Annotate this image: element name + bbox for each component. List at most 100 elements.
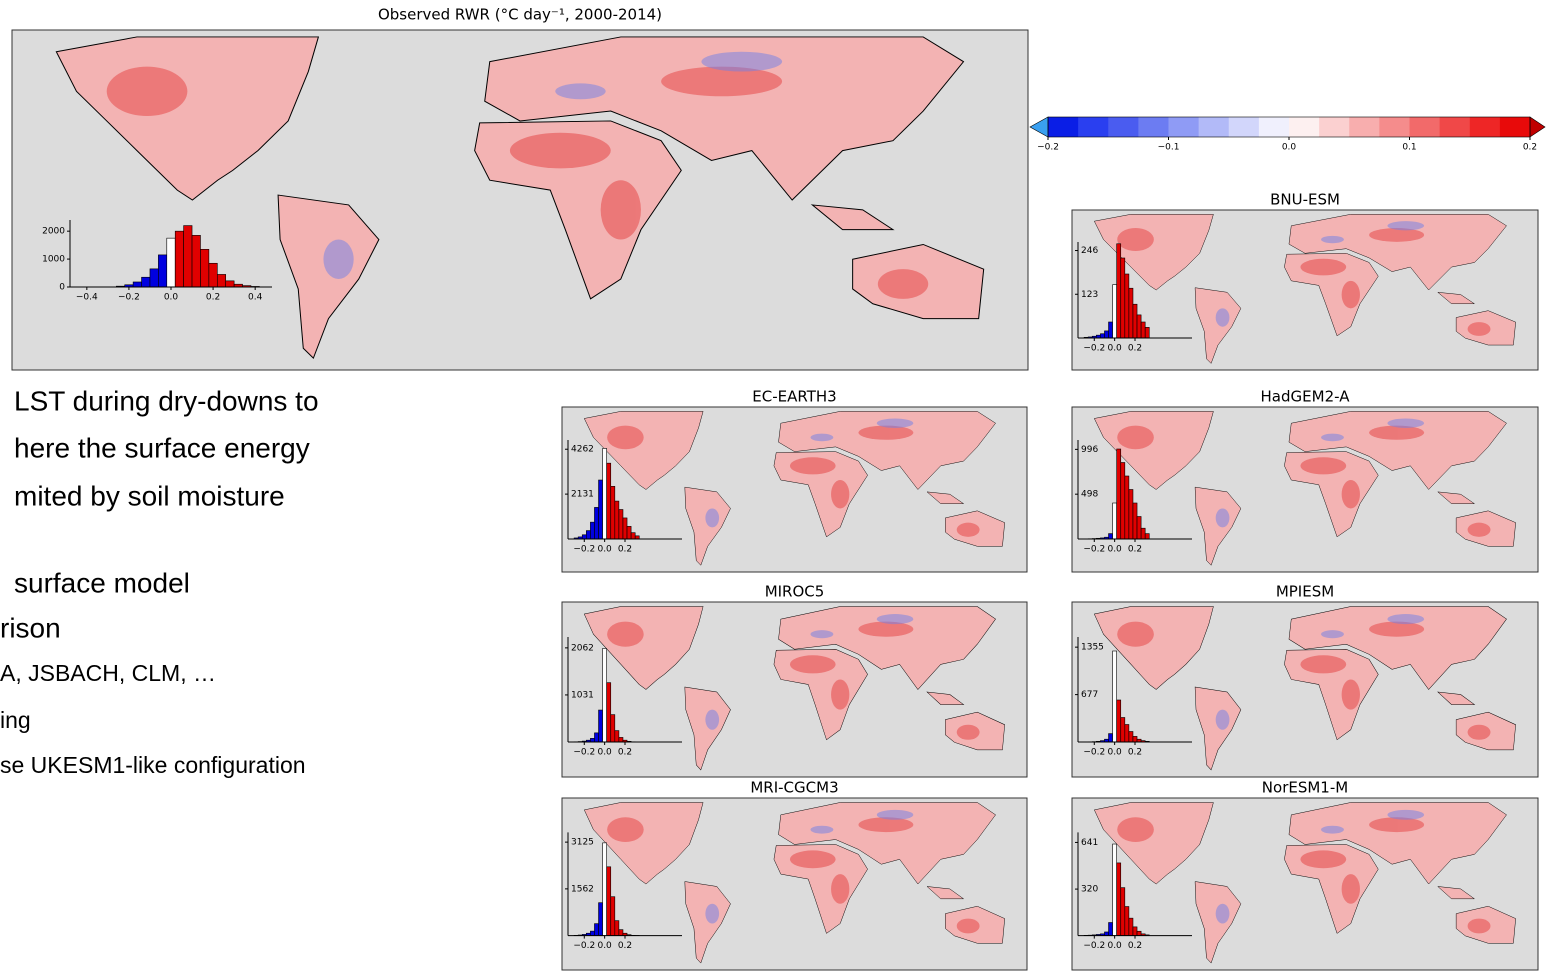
colorbar-segment xyxy=(1440,117,1471,137)
hist-bar xyxy=(1137,315,1141,338)
hist-bar xyxy=(200,249,208,287)
hist-bar xyxy=(1129,732,1133,743)
y-tick-label: 3125 xyxy=(571,838,594,848)
y-tick-label: 1000 xyxy=(42,255,65,265)
colorbar-segment xyxy=(1289,117,1320,137)
panel-title: EC-EARTH3 xyxy=(752,388,836,406)
y-tick-label: 4262 xyxy=(571,445,594,455)
slide: LST during dry-downs to here the surface … xyxy=(0,0,1549,978)
colorbar-extend xyxy=(1530,117,1545,137)
colorbar-segment xyxy=(1138,117,1169,137)
slide-text: surface model xyxy=(14,567,190,598)
hist-bar xyxy=(1125,725,1129,743)
hist-bar xyxy=(209,263,217,287)
colorbar-tick-label: −0.2 xyxy=(1037,143,1059,153)
hist-bar xyxy=(619,930,623,936)
hist-bar xyxy=(594,733,598,742)
hist-bar xyxy=(627,526,631,539)
x-tick-label: 0.2 xyxy=(1128,344,1142,354)
hist-bar xyxy=(590,931,594,935)
x-tick-label: 0.2 xyxy=(1128,748,1142,758)
colorbar-segment xyxy=(1108,117,1139,137)
colorbar-segment xyxy=(1470,117,1501,137)
y-tick-label: 320 xyxy=(1081,885,1098,895)
hist-bar xyxy=(615,501,619,539)
x-tick-label: 0.4 xyxy=(248,293,263,303)
y-tick-label: 1562 xyxy=(571,884,594,894)
hist-bar xyxy=(1145,327,1149,338)
hist-bar xyxy=(603,648,607,742)
hist-bar xyxy=(1129,918,1133,935)
x-tick-label: 0.0 xyxy=(1107,748,1122,758)
colorbar-tick-label: 0.1 xyxy=(1402,143,1416,153)
colorbar-segment xyxy=(1169,117,1200,137)
hist-bar xyxy=(1125,476,1129,539)
hist-bar xyxy=(607,463,611,539)
hist-bar xyxy=(594,924,598,936)
hist-bar xyxy=(631,533,635,539)
x-tick-label: 0.2 xyxy=(1128,545,1142,555)
panel-title: NorESM1-M xyxy=(1262,779,1348,797)
hist-bar xyxy=(1113,651,1117,742)
slide-text: se UKESM1-like configuration xyxy=(0,752,306,778)
hist-bar xyxy=(175,231,183,287)
hist-bar xyxy=(611,486,615,539)
hist-bar xyxy=(619,510,623,539)
panel-title: HadGEM2-A xyxy=(1261,388,1351,406)
hist-bar xyxy=(599,903,603,936)
colorbar-segment xyxy=(1259,117,1290,137)
hist-bar xyxy=(142,277,150,287)
colorbar-segment xyxy=(1078,117,1109,137)
hist-bar xyxy=(1141,322,1145,338)
hist-bar xyxy=(226,281,234,287)
y-tick-label: 996 xyxy=(1081,445,1098,455)
slide-text: LST during dry-downs to xyxy=(14,385,319,416)
x-tick-label: 0.0 xyxy=(597,545,612,555)
panel-title: MRI-CGCM3 xyxy=(750,779,838,797)
x-tick-label: −0.4 xyxy=(76,293,98,303)
x-tick-label: 0.0 xyxy=(597,748,612,758)
y-tick-label: 1031 xyxy=(571,690,594,700)
hist-bar xyxy=(611,715,615,742)
y-tick-label: 641 xyxy=(1081,838,1098,848)
hist-bar xyxy=(586,531,590,539)
hist-bar xyxy=(192,235,200,287)
hist-bar xyxy=(1133,927,1137,936)
hist-bar xyxy=(1121,463,1125,540)
x-tick-label: −0.2 xyxy=(1083,748,1105,758)
hist-bar xyxy=(1117,244,1121,338)
x-tick-label: −0.2 xyxy=(118,293,140,303)
x-tick-label: 0.0 xyxy=(1107,545,1122,555)
hist-bar xyxy=(1109,734,1113,742)
colorbar-segment xyxy=(1500,117,1531,137)
y-tick-label: 2131 xyxy=(571,490,594,500)
hist-bar xyxy=(1141,528,1145,539)
x-tick-label: −0.2 xyxy=(1083,344,1105,354)
hist-bar xyxy=(603,448,607,539)
y-tick-label: 498 xyxy=(1081,490,1098,500)
panel-title: BNU-ESM xyxy=(1270,191,1340,209)
hist-bar xyxy=(1100,334,1104,338)
hist-bar xyxy=(1113,844,1117,936)
hist-bar xyxy=(611,897,615,936)
x-tick-label: −0.2 xyxy=(573,748,595,758)
x-tick-label: −0.2 xyxy=(573,545,595,555)
panel-title: MPIESM xyxy=(1276,583,1334,601)
hist-bar xyxy=(1117,700,1121,742)
panel-title: Observed RWR (°C day⁻¹, 2000-2014) xyxy=(378,6,662,24)
y-tick-label: 2062 xyxy=(571,643,594,653)
hist-bar xyxy=(1121,718,1125,743)
hist-bar xyxy=(594,507,598,539)
y-tick-label: 123 xyxy=(1081,290,1098,300)
colorbar-segment xyxy=(1229,117,1260,137)
x-tick-label: 0.0 xyxy=(1107,344,1122,354)
hist-bar xyxy=(1137,517,1141,540)
hist-bar xyxy=(607,867,611,936)
x-tick-label: 0.2 xyxy=(618,941,632,951)
panel-title: MIROC5 xyxy=(765,583,825,601)
hist-bar xyxy=(184,226,192,287)
slide-text: here the surface energy xyxy=(14,432,310,463)
hist-bar xyxy=(615,731,619,742)
y-tick-label: 2000 xyxy=(42,227,65,237)
colorbar-segment xyxy=(1048,117,1079,137)
